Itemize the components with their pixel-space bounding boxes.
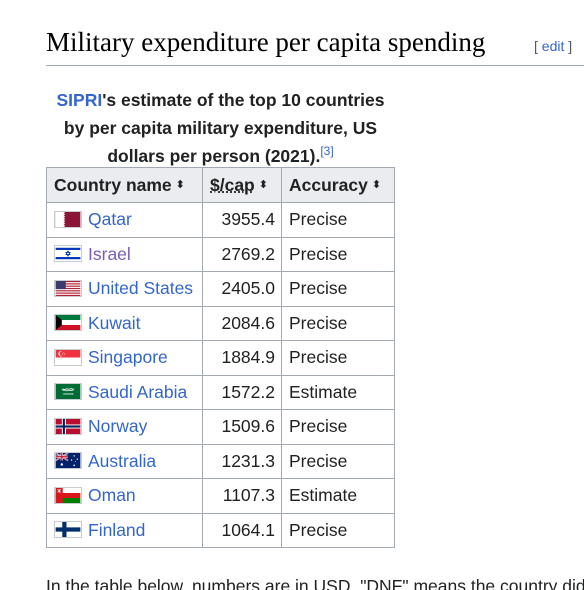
country-link[interactable]: Finland [88,519,146,540]
caption-text: 's estimate of the top 10 countries by p… [63,90,385,166]
header-accuracy-label: Accuracy [289,174,368,195]
reference-link[interactable]: [3] [320,144,334,159]
accuracy-value: Estimate [281,374,395,410]
header-accuracy[interactable]: Accuracy ⬍ [281,167,395,203]
country-cell: Singapore [46,340,203,376]
country-cell: Finland [46,512,203,548]
table-row: Saudi Arabia 1572.2 Estimate [46,374,395,410]
per-capita-value: 2084.6 [202,305,282,341]
country-link[interactable]: Norway [88,416,148,437]
table-row: Finland 1064.1 Precise [46,512,395,548]
table-row: Singapore 1884.9 Precise [46,340,395,376]
oman-flag-icon [54,486,82,504]
sort-icon[interactable]: ⬍ [175,179,185,192]
sipri-link[interactable]: SIPRI [56,90,103,110]
accuracy-value: Precise [281,305,395,341]
expenditure-table: Country name ⬍ $/cap ⬍ Accuracy ⬍ Qatar 395… [46,167,395,548]
country-cell: Qatar [46,202,203,238]
country-link[interactable]: Australia [88,450,157,471]
country-link[interactable]: Kuwait [88,312,141,333]
per-capita-value: 2405.0 [202,271,282,307]
section-title: Military expenditure per capita spending [46,27,486,57]
singapore-flag-icon [54,348,82,366]
saudi-arabia-flag-icon [54,383,82,401]
country-link[interactable]: Qatar [88,209,132,230]
table-row: Israel 2769.2 Precise [46,236,395,272]
country-link[interactable]: Saudi Arabia [88,381,188,402]
country-link[interactable]: Singapore [88,347,168,368]
united-states-flag-icon [54,279,82,297]
country-cell: Kuwait [46,305,203,341]
header-per-capita[interactable]: $/cap ⬍ [202,167,282,203]
country-cell: Oman [46,478,203,514]
country-cell: Saudi Arabia [46,374,203,410]
country-cell: Australia [46,443,203,479]
table-row: United States 2405.0 Precise [46,271,395,307]
accuracy-value: Estimate [281,478,395,514]
sort-icon[interactable]: ⬍ [371,179,382,192]
per-capita-value: 1572.2 [202,374,282,410]
table-row: Kuwait 2084.6 Precise [46,305,395,341]
accuracy-value: Precise [281,236,395,272]
country-cell: Norway [46,409,203,445]
qatar-flag-icon [54,210,82,228]
per-capita-value: 3955.4 [202,202,282,238]
country-cell: United States [46,271,203,307]
header-country-label: Country name [54,174,172,195]
per-capita-value: 1231.3 [202,443,282,479]
accuracy-value: Precise [281,409,395,445]
accuracy-value: Precise [281,512,395,548]
country-link[interactable]: Oman [88,485,136,506]
per-capita-value: 1884.9 [202,340,282,376]
edit-bracket-open: [ [534,38,542,54]
accuracy-value: Precise [281,202,395,238]
norway-flag-icon [54,417,82,435]
table-row: Oman 1107.3 Estimate [46,478,395,514]
israel-flag-icon [54,245,82,263]
finland-flag-icon [54,521,82,539]
table-row: Australia 1231.3 Precise [46,443,395,479]
kuwait-flag-icon [54,314,82,332]
table-caption: SIPRI's estimate of the top 10 countries… [46,86,395,170]
country-cell: Israel [46,236,203,272]
table-row: Norway 1509.6 Precise [46,409,395,445]
per-capita-value: 1107.3 [202,478,282,514]
australia-flag-icon [54,452,82,470]
reference-note: [3] [320,144,333,158]
edit-link[interactable]: edit [541,38,565,54]
header-per-capita-label: $/cap [210,174,255,195]
accuracy-value: Precise [281,443,395,479]
per-capita-value: 1064.1 [202,512,282,548]
header-country[interactable]: Country name ⬍ [46,167,203,203]
table-row: Qatar 3955.4 Precise [46,202,395,238]
table-header-row: Country name ⬍ $/cap ⬍ Accuracy ⬍ [46,167,395,203]
country-link[interactable]: United States [88,278,194,299]
sort-icon[interactable]: ⬍ [258,179,268,192]
following-paragraph: In the table below, numbers are in USD. … [46,576,584,590]
country-link[interactable]: Israel [88,243,131,264]
section-heading: Military expenditure per capita spending… [46,24,584,66]
per-capita-value: 1509.6 [202,409,282,445]
edit-bracket-close: ] [564,38,573,54]
accuracy-value: Precise [281,340,395,376]
edit-section: [ edit ] [534,38,572,54]
per-capita-value: 2769.2 [202,236,282,272]
accuracy-value: Precise [281,271,395,307]
